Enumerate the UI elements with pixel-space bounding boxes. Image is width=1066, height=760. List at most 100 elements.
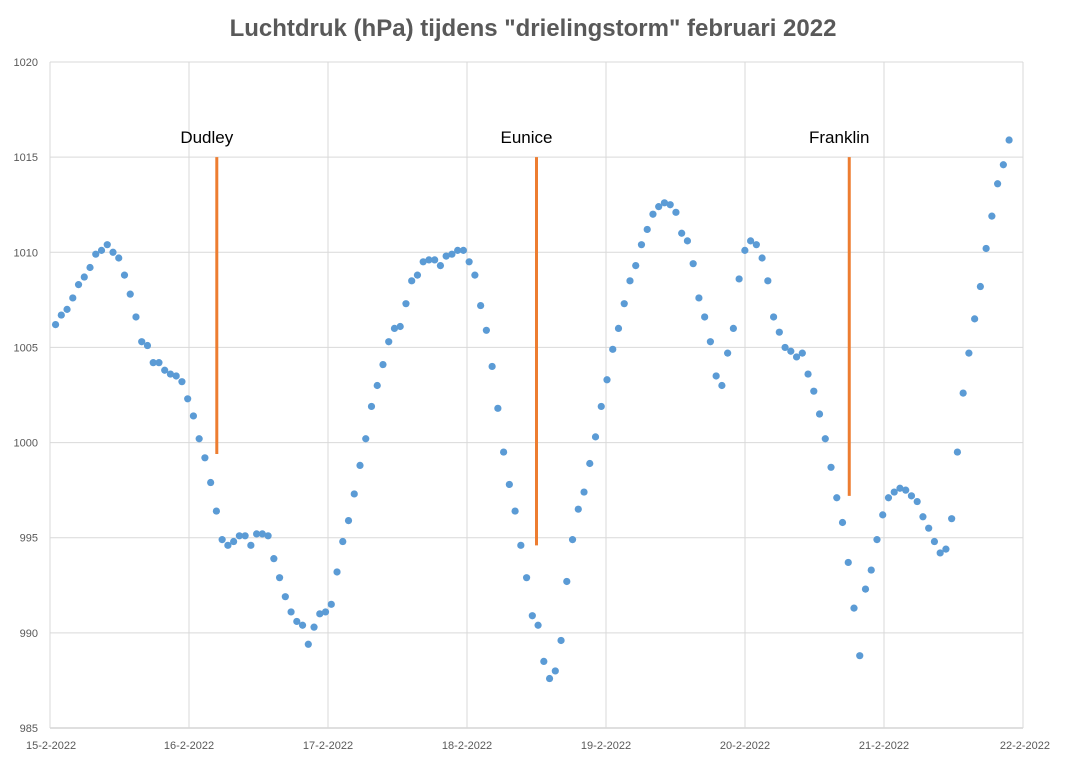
- data-point: [781, 343, 789, 352]
- data-point: [63, 305, 71, 313]
- data-point: [92, 250, 100, 258]
- data-point: [919, 513, 927, 521]
- y-tick-label: 1005: [14, 342, 38, 354]
- data-point: [126, 290, 134, 298]
- data-point: [534, 621, 542, 629]
- data-point: [758, 254, 766, 262]
- data-point: [97, 246, 106, 254]
- data-point: [379, 360, 387, 369]
- y-tick-label: 1020: [14, 57, 38, 69]
- data-point: [557, 636, 565, 645]
- data-point: [971, 315, 979, 323]
- y-tick-label: 1010: [14, 247, 38, 259]
- data-point: [327, 600, 335, 608]
- data-point: [718, 381, 726, 390]
- data-point: [287, 608, 295, 616]
- data-point: [235, 532, 243, 540]
- data-point: [982, 244, 990, 253]
- data-point: [792, 353, 801, 361]
- data-point: [80, 273, 88, 281]
- data-point: [310, 623, 318, 631]
- data-point: [907, 492, 916, 500]
- data-point: [655, 203, 663, 211]
- data-point: [258, 530, 266, 538]
- data-point: [459, 246, 467, 254]
- data-point: [149, 359, 157, 367]
- data-point: [735, 275, 743, 283]
- data-point: [230, 537, 238, 546]
- data-point: [838, 518, 847, 527]
- data-point: [597, 402, 605, 411]
- data-points: [51, 136, 1013, 683]
- data-point: [373, 381, 381, 390]
- data-point: [367, 402, 376, 411]
- storm-label: Franklin: [809, 128, 869, 147]
- y-tick-label: 990: [20, 628, 38, 640]
- data-point: [712, 372, 720, 380]
- data-point: [454, 246, 462, 254]
- data-point: [930, 537, 939, 546]
- data-point: [264, 532, 272, 540]
- data-point: [643, 225, 651, 234]
- data-point: [706, 338, 715, 346]
- data-point: [810, 387, 818, 395]
- data-point: [833, 494, 841, 502]
- x-tick-label: 17-2-2022: [303, 740, 353, 752]
- data-point: [787, 347, 795, 355]
- data-point: [609, 345, 617, 353]
- data-point: [138, 338, 146, 346]
- data-point: [390, 324, 399, 332]
- data-point: [74, 281, 83, 289]
- data-point: [948, 515, 956, 523]
- data-point: [632, 262, 640, 270]
- data-point: [965, 349, 973, 357]
- data-point: [879, 511, 887, 519]
- data-point: [488, 362, 496, 371]
- data-point: [1005, 136, 1013, 144]
- data-point: [626, 277, 634, 285]
- data-point: [551, 667, 559, 675]
- data-point: [270, 555, 278, 563]
- data-point: [649, 210, 657, 218]
- data-point: [580, 488, 588, 496]
- data-point: [867, 566, 875, 574]
- data-point: [500, 448, 508, 456]
- data-point: [413, 271, 422, 279]
- data-point: [683, 237, 692, 245]
- data-point: [769, 313, 778, 321]
- data-point: [936, 549, 944, 557]
- data-point: [333, 568, 341, 576]
- data-point: [350, 490, 358, 498]
- data-point: [419, 258, 427, 266]
- data-point: [494, 404, 502, 412]
- data-point: [471, 271, 479, 279]
- data-point: [189, 412, 198, 420]
- data-point: [511, 507, 519, 515]
- data-point: [293, 617, 301, 626]
- data-point: [224, 541, 232, 549]
- data-point: [57, 311, 65, 319]
- data-point: [896, 484, 904, 492]
- data-point: [568, 536, 577, 544]
- data-point: [741, 246, 749, 254]
- data-point: [844, 558, 852, 567]
- data-point: [701, 313, 709, 321]
- data-point: [999, 161, 1007, 169]
- y-tick-label: 1015: [14, 152, 38, 164]
- data-point: [161, 366, 169, 374]
- data-point: [953, 448, 962, 456]
- x-tick-label: 18-2-2022: [442, 740, 492, 752]
- x-tick-label: 16-2-2022: [164, 740, 214, 752]
- data-point: [695, 294, 703, 302]
- data-point: [522, 574, 531, 582]
- x-gridlines: [49, 62, 1024, 728]
- data-point: [281, 593, 289, 601]
- data-point: [540, 657, 548, 666]
- data-point: [591, 433, 600, 441]
- data-point: [902, 486, 910, 494]
- data-point: [890, 488, 898, 496]
- data-point: [86, 263, 94, 272]
- data-point: [798, 349, 806, 357]
- x-tick-label: 22-2-2022: [1000, 740, 1050, 752]
- storm-label: Dudley: [180, 128, 233, 147]
